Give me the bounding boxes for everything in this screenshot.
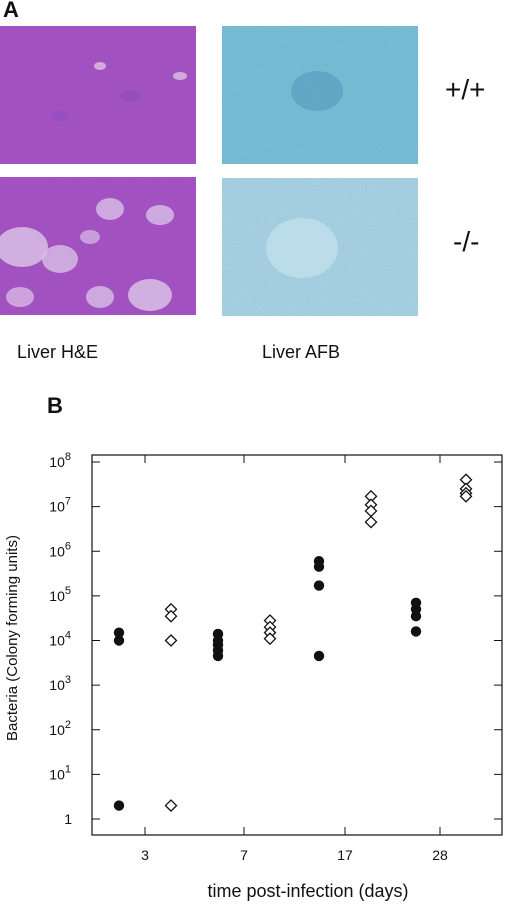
- plot-frame: [91, 454, 503, 836]
- y-tick-label: 106: [49, 540, 71, 559]
- x-tick-label: 17: [337, 847, 353, 863]
- data-point-filled-circle: [113, 800, 125, 811]
- data-point-filled-circle: [410, 626, 422, 637]
- data-point-open-diamond: [164, 609, 178, 623]
- data-point-filled-circle: [113, 635, 125, 646]
- panel-a-letter: A: [3, 0, 19, 22]
- y-tick-label: 103: [49, 674, 71, 693]
- y-tick-exponent: 3: [65, 674, 71, 686]
- genotype-label-knockout: -/-: [453, 226, 480, 257]
- y-tick-label: 104: [49, 630, 71, 649]
- liver-afb-knockout-image: [222, 178, 418, 316]
- data-point-open-diamond: [364, 515, 378, 529]
- y-tick-exponent: 2: [65, 719, 71, 731]
- liver-he-knockout-image: [0, 177, 196, 315]
- x-axis-label: time post-infection (days): [207, 881, 408, 901]
- caption-liver-afb: Liver AFB: [262, 342, 341, 362]
- y-tick-label: 108: [49, 451, 71, 470]
- caption-liver-he: Liver H&E: [17, 342, 99, 362]
- x-tick-label: 3: [141, 847, 149, 863]
- y-tick-exponent: 8: [65, 451, 71, 463]
- data-point-filled-circle: [313, 561, 325, 572]
- y-tick-exponent: 6: [65, 540, 71, 552]
- y-tick-label: 101: [49, 763, 71, 782]
- y-tick-exponent: 1: [65, 763, 71, 775]
- y-tick-label: 102: [49, 719, 71, 738]
- x-tick-label: 7: [240, 847, 248, 863]
- data-point-filled-circle: [313, 650, 325, 662]
- data-point-open-diamond: [164, 799, 178, 812]
- liver-afb-wildtype-image: [222, 26, 418, 164]
- data-point-filled-circle: [212, 650, 224, 662]
- y-tick-exponent: 4: [65, 630, 71, 642]
- data-point-open-diamond: [164, 634, 178, 647]
- liver-he-wildtype-image: [0, 26, 196, 164]
- genotype-label-wildtype: +/+: [445, 74, 486, 105]
- x-tick-label: 28: [432, 847, 448, 863]
- y-tick-exponent: 7: [65, 496, 71, 508]
- data-point-open-diamond: [459, 489, 473, 503]
- data-point-filled-circle: [113, 627, 125, 638]
- y-tick-label: 107: [49, 496, 71, 515]
- data-point-open-diamond: [263, 632, 277, 646]
- y-tick-exponent: 5: [65, 585, 71, 597]
- panel-b-letter: B: [47, 393, 63, 418]
- y-tick-label: 105: [49, 585, 71, 604]
- y-axis-label: Bacteria (Colony forming units): [4, 535, 21, 741]
- data-point-filled-circle: [313, 580, 325, 591]
- data-point-filled-circle: [410, 611, 422, 622]
- y-tick-label: 1: [64, 811, 72, 827]
